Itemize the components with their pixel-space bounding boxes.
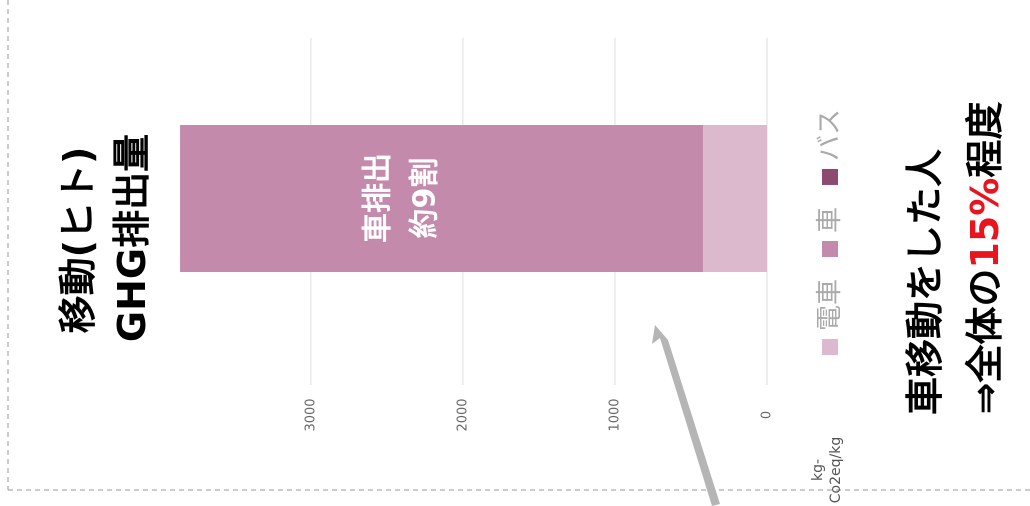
arrow xyxy=(652,325,720,506)
note-part: 程度 xyxy=(963,102,1007,178)
chart-title: GHG排出量 xyxy=(110,134,154,342)
legend-label: バス xyxy=(815,109,845,161)
bar-label: 車排出 xyxy=(361,153,396,243)
legend-label: 電車 xyxy=(815,279,845,331)
chart-title: 移動(ヒト) xyxy=(56,147,100,334)
bar-label: 約9割 xyxy=(408,158,443,239)
note: 車移動をした人 xyxy=(903,149,947,415)
unit-label: kg- xyxy=(810,459,826,481)
note-part: ⇒全体の xyxy=(963,269,1007,415)
unit-label: Co2eq/kg xyxy=(828,437,844,503)
legend-swatch xyxy=(822,339,838,355)
legend-swatch xyxy=(822,240,838,257)
y-tick-label: 2000 xyxy=(455,398,470,431)
y-tick-label: 3000 xyxy=(303,398,318,431)
y-tick-label: 0 xyxy=(760,411,775,419)
legend-swatch xyxy=(822,168,838,185)
legend-label: 車 xyxy=(815,207,845,233)
bar-segment xyxy=(180,125,704,272)
note-highlight: 15% xyxy=(963,178,1007,269)
y-tick-label: 1000 xyxy=(607,398,622,431)
note: ⇒全体の15%程度 xyxy=(963,102,1007,415)
bar-segment xyxy=(703,125,767,272)
